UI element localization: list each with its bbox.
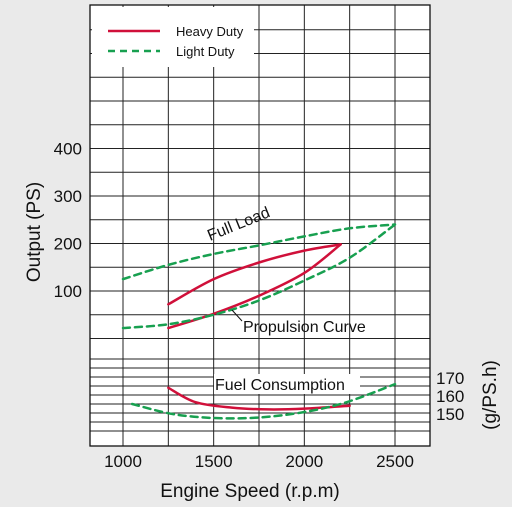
y-tick-label-consumption: 160 bbox=[436, 387, 464, 406]
x-tick-label: 1500 bbox=[195, 452, 233, 471]
y-tick-label-consumption: 150 bbox=[436, 405, 464, 424]
fuel-label-backdrop bbox=[214, 374, 360, 394]
y-tick-label-consumption: 170 bbox=[436, 369, 464, 388]
y-axis-title-output: Output (PS) bbox=[24, 182, 45, 282]
heavy-duty-full-load-line bbox=[167, 243, 342, 306]
x-axis-title: Engine Speed (r.p.m) bbox=[160, 481, 340, 502]
x-tick-labels: 1000 1500 2000 2500 bbox=[104, 452, 414, 471]
legend: Heavy Duty Light Duty bbox=[92, 7, 254, 67]
legend-label-heavy-duty: Heavy Duty bbox=[176, 24, 244, 39]
x-tick-label: 2000 bbox=[285, 452, 323, 471]
light-duty-fuel-consumption-line bbox=[130, 382, 397, 420]
y-tick-label-output: 400 bbox=[54, 140, 82, 159]
plot-frame bbox=[89, 4, 431, 447]
x-tick-label: 1000 bbox=[104, 452, 142, 471]
x-tick-label: 2500 bbox=[376, 452, 414, 471]
legend-label-light-duty: Light Duty bbox=[176, 44, 235, 59]
y-tick-label-output: 200 bbox=[54, 235, 82, 254]
propulsion-leader-line bbox=[231, 309, 243, 322]
light-duty-full-load-line bbox=[121, 223, 397, 281]
annotation-fuel-consumption: Fuel Consumption bbox=[215, 377, 345, 394]
heavy-duty-fuel-consumption-line bbox=[167, 386, 351, 411]
legend-box bbox=[92, 7, 254, 67]
y-tick-label-output: 300 bbox=[54, 187, 82, 206]
y-tick-labels-output: 100 200 300 400 bbox=[54, 140, 82, 302]
series-curves bbox=[121, 223, 397, 420]
y-tick-label-output: 100 bbox=[54, 282, 82, 301]
y-axis-title-consumption: (g/PS.h) bbox=[480, 360, 501, 430]
annotation-propulsion-curve: Propulsion Curve bbox=[243, 319, 366, 336]
light-duty-propulsion-curve-line bbox=[121, 223, 397, 330]
